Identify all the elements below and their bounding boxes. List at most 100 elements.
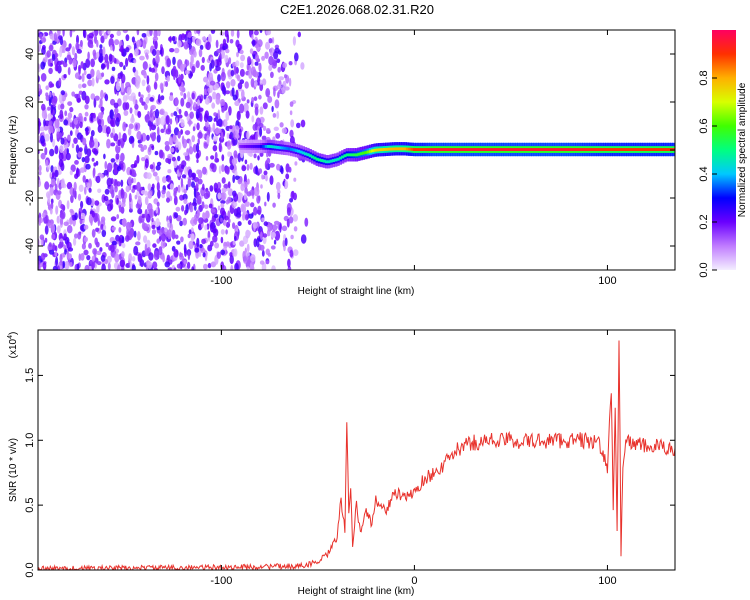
noise-cell: [47, 106, 51, 111]
noise-cell: [287, 258, 291, 268]
noise-cell: [126, 86, 132, 95]
noise-cell: [85, 58, 91, 68]
noise-cell: [220, 236, 224, 244]
signal-core-cell: [461, 148, 465, 151]
noise-cell: [51, 53, 56, 62]
noise-cell: [59, 145, 64, 154]
noise-cell: [180, 33, 186, 41]
noise-cell: [199, 44, 204, 51]
noise-cell: [255, 117, 262, 127]
noise-cell: [94, 237, 98, 246]
noise-cell: [54, 183, 58, 193]
signal-core-cell: [424, 148, 428, 151]
noise-cell: [262, 102, 268, 110]
noise-cell: [209, 222, 214, 233]
noise-cell: [156, 134, 161, 143]
signal-core-cell: [380, 148, 384, 152]
noise-cell: [60, 137, 65, 145]
noise-cell: [214, 127, 220, 135]
noise-cell: [48, 98, 52, 107]
noise-cell: [191, 135, 195, 143]
noise-cell: [245, 110, 250, 119]
noise-cell: [180, 164, 185, 169]
noise-cell: [131, 255, 136, 262]
noise-cell: [209, 80, 216, 86]
noise-cell: [249, 265, 255, 270]
noise-cell: [147, 183, 152, 192]
spectrogram-ticks: -100 100 -40 -20 0 20 40: [24, 30, 675, 287]
noise-cell: [104, 188, 110, 195]
snr-scale-exponent: 4: [7, 335, 14, 339]
noise-cell: [237, 43, 242, 51]
noise-cell: [104, 259, 109, 265]
signal-core-cell: [660, 148, 664, 151]
signal-core-cell: [239, 145, 243, 148]
noise-cell: [235, 60, 240, 67]
noise-cell: [64, 248, 67, 255]
noise-cell: [96, 250, 102, 256]
noise-cell: [169, 118, 173, 125]
noise-cell: [54, 53, 59, 58]
noise-cell: [220, 200, 226, 204]
noise-cell: [128, 95, 134, 101]
noise-cell: [255, 165, 258, 175]
noise-cell: [212, 91, 217, 100]
noise-cell: [144, 114, 150, 123]
noise-cell: [114, 107, 119, 114]
noise-cell: [111, 226, 117, 231]
noise-cell: [109, 33, 114, 39]
noise-cell: [240, 183, 245, 192]
noise-cell: [50, 104, 53, 114]
noise-cell: [258, 195, 261, 201]
noise-cell: [280, 167, 284, 175]
noise-cell: [56, 225, 61, 234]
signal-core-cell: [538, 148, 542, 151]
signal-core-cell: [540, 148, 544, 151]
signal-core-cell: [452, 148, 456, 151]
noise-cell: [276, 163, 281, 171]
noise-cell: [246, 191, 252, 197]
noise-cell: [167, 169, 172, 174]
noise-cell: [87, 51, 90, 61]
noise-cell: [76, 34, 79, 45]
noise-cell: [213, 228, 219, 237]
signal-core-cell: [468, 148, 472, 151]
noise-cell: [205, 156, 209, 161]
noise-cell: [265, 260, 270, 265]
noise-cell: [258, 168, 263, 175]
noise-cell: [251, 34, 254, 40]
noise-cell: [101, 72, 105, 77]
noise-cell: [223, 183, 229, 189]
noise-cell: [118, 227, 122, 233]
noise-cell: [265, 88, 271, 98]
signal-core-cell: [554, 148, 558, 151]
noise-cell: [195, 60, 200, 69]
noise-cell: [100, 111, 104, 120]
noise-cell: [206, 134, 210, 145]
noise-cell: [100, 106, 105, 112]
noise-cell: [290, 234, 294, 240]
noise-cell: [233, 65, 237, 76]
noise-cell: [165, 115, 170, 125]
signal-core-cell: [482, 148, 486, 151]
noise-cell: [296, 122, 301, 129]
noise-cell: [83, 116, 87, 122]
signal-core-cell: [646, 148, 651, 151]
noise-cell: [275, 132, 281, 139]
signal-core-cell: [649, 148, 653, 151]
signal-core-cell: [524, 148, 528, 151]
noise-cell: [130, 164, 136, 169]
signal-core-cell: [628, 148, 632, 151]
noise-cell: [127, 127, 132, 136]
noise-cell: [149, 109, 153, 118]
noise-cell: [128, 192, 132, 203]
noise-cell: [288, 61, 293, 66]
noise-cell: [92, 49, 97, 57]
noise-cell: [203, 142, 209, 149]
noise-cell: [259, 82, 264, 92]
noise-cell: [265, 41, 270, 50]
noise-cell: [207, 244, 213, 252]
noise-cell: [120, 139, 125, 149]
signal-core-cell: [665, 148, 669, 151]
noise-cell: [198, 107, 204, 112]
